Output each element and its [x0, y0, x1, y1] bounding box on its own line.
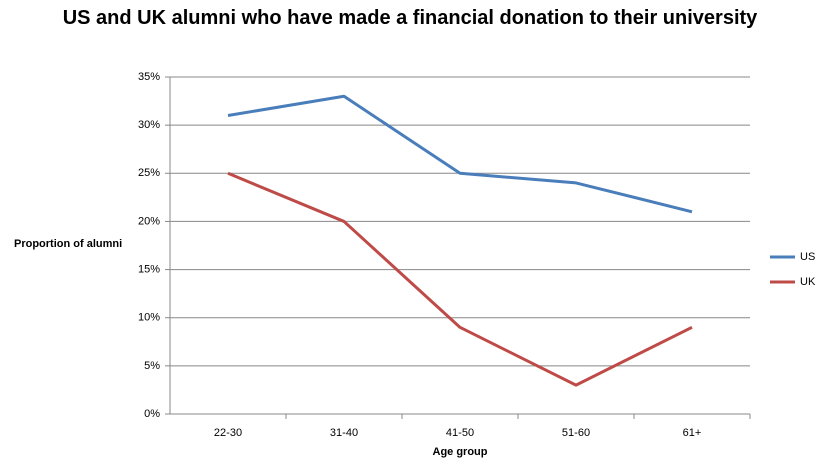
x-tick-label: 31-40 [330, 427, 358, 439]
y-tick-label: 35% [138, 71, 160, 83]
y-tick-label: 25% [138, 167, 160, 179]
x-tick-label: 61+ [683, 427, 702, 439]
y-tick-label: 15% [138, 263, 160, 275]
y-axis-label: Proportion of alumni [14, 238, 122, 250]
series-line [227, 171, 693, 387]
x-tick-label: 51-60 [562, 427, 590, 439]
chart-title: US and UK alumni who have made a financi… [62, 7, 758, 29]
legend-label: UK [800, 276, 816, 288]
y-tick-label: 30% [138, 119, 160, 131]
legend-label: US [800, 251, 815, 263]
y-tick-label: 5% [144, 360, 160, 372]
y-tick-label: 20% [138, 215, 160, 227]
y-tick-label: 10% [138, 312, 160, 324]
x-axis-label: Age group [433, 446, 488, 458]
series-line [227, 94, 693, 214]
y-tick-label: 0% [144, 408, 160, 420]
x-tick-label: 22-30 [214, 427, 242, 439]
x-tick-label: 41-50 [446, 427, 474, 439]
